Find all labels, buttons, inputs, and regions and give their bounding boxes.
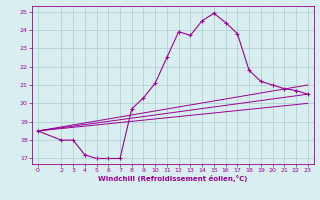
X-axis label: Windchill (Refroidissement éolien,°C): Windchill (Refroidissement éolien,°C) [98,175,247,182]
